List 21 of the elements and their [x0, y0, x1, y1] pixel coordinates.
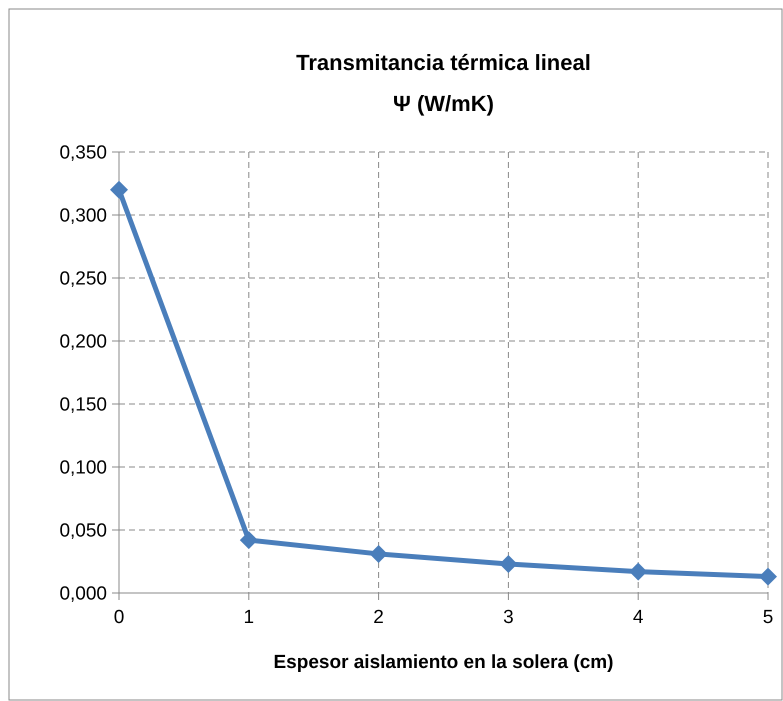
point [240, 531, 258, 550]
chart-title: Transmitancia térmica lineal [296, 50, 591, 75]
y-tick-label: 0,250 [59, 268, 107, 290]
y-tick-label: 0,150 [59, 394, 107, 416]
x-tick-label: 1 [244, 607, 254, 628]
chart-subtitle: Ψ (W/mK) [393, 91, 494, 116]
y-tick-label: 0,050 [59, 520, 107, 542]
y-tick-label: 0,300 [59, 206, 107, 227]
x-tick-label: 5 [762, 607, 774, 628]
y-tick-label: 0,350 [59, 142, 107, 164]
x-tick-label: 4 [632, 607, 644, 628]
y-tick-label: 0,100 [59, 458, 107, 479]
point [110, 180, 128, 199]
point [759, 568, 777, 586]
x-tick-label: 0 [114, 607, 124, 628]
y-tick-label: 0,000 [59, 584, 107, 605]
x-tick-label: 2 [373, 607, 384, 628]
point [499, 555, 518, 574]
y-tick-label: 0,200 [59, 332, 107, 353]
x-tick-label: 3 [503, 607, 514, 628]
x-axis-title: Espesor aislamiento en la solera (cm) [273, 652, 614, 673]
